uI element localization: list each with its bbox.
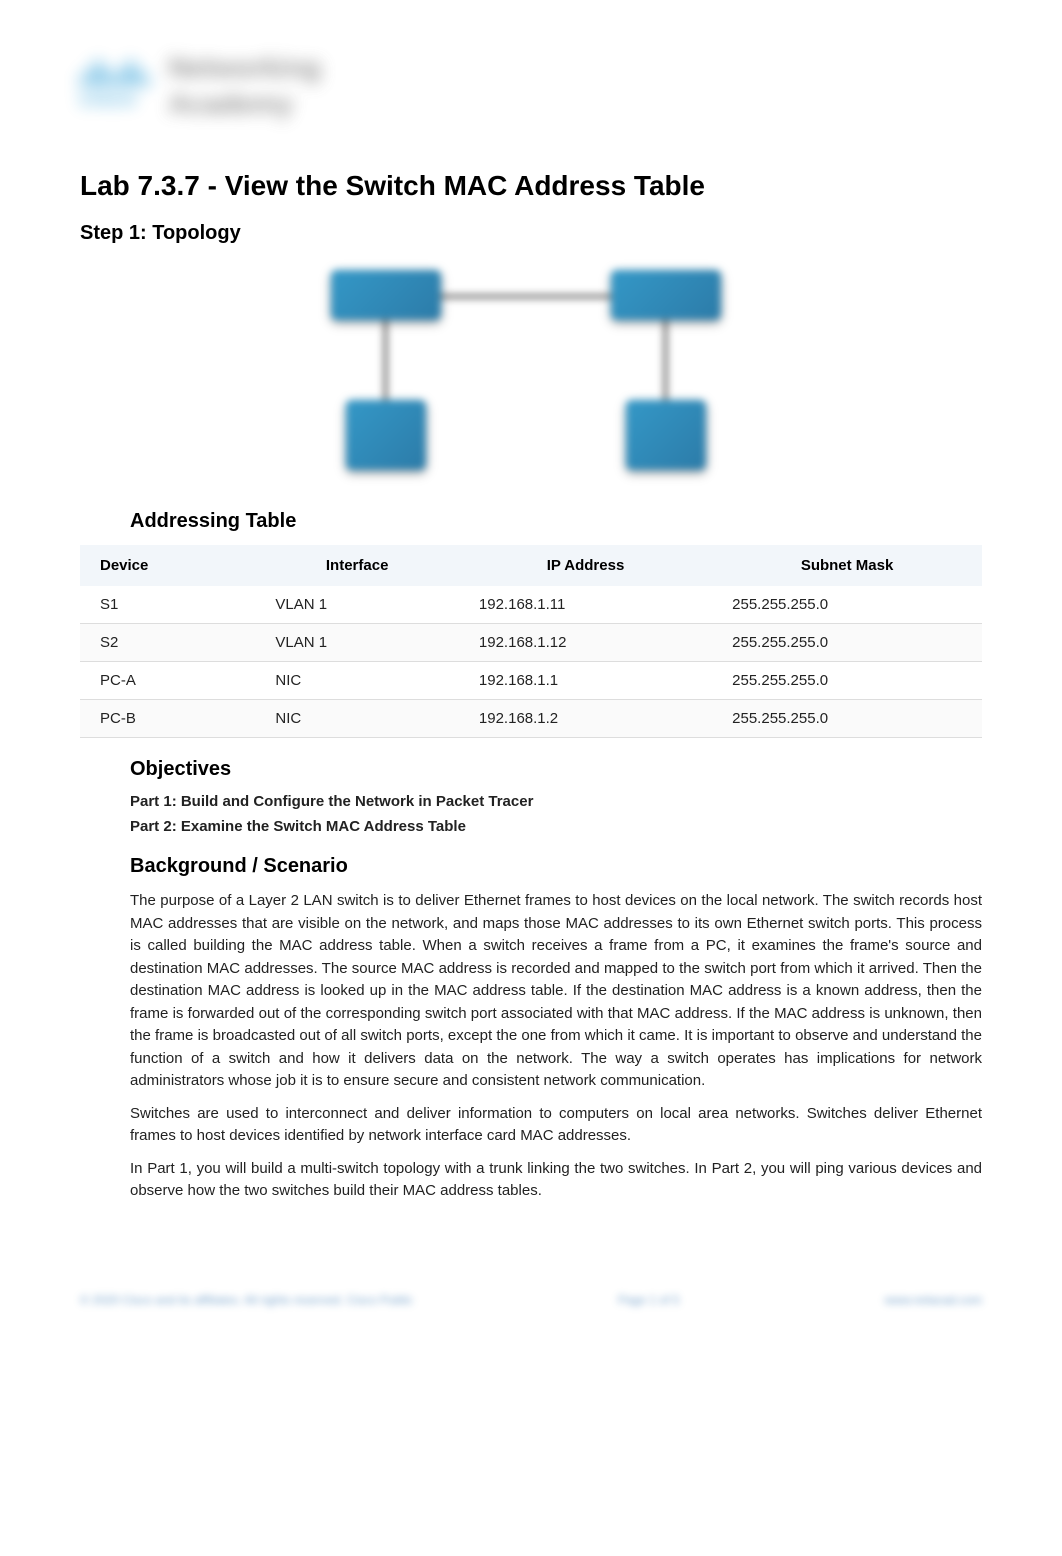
logo-area: cisco Networking Academy <box>80 50 982 140</box>
addressing-table: Device Interface IP Address Subnet Mask … <box>80 545 982 738</box>
logo-line2: Academy <box>168 86 320 122</box>
cell: PC-A <box>80 662 255 700</box>
link-s1-pca <box>384 320 387 400</box>
page-footer: © 2020 Cisco and its affiliates. All rig… <box>0 1293 1062 1307</box>
table-row: PC-A NIC 192.168.1.1 255.255.255.0 <box>80 662 982 700</box>
topology-diagram <box>291 260 771 490</box>
logo-line1: Networking <box>168 50 320 86</box>
col-mask: Subnet Mask <box>712 545 982 586</box>
objectives-heading: Objectives <box>130 758 982 781</box>
table-row: S2 VLAN 1 192.168.1.12 255.255.255.0 <box>80 624 982 662</box>
lab-title: Lab 7.3.7 - View the Switch MAC Address … <box>80 170 982 202</box>
background-para-1: The purpose of a Layer 2 LAN switch is t… <box>130 890 982 1093</box>
cell: 192.168.1.2 <box>459 700 712 738</box>
cell: 192.168.1.1 <box>459 662 712 700</box>
link-s2-pcb <box>664 320 667 400</box>
cell: NIC <box>255 662 459 700</box>
table-header-row: Device Interface IP Address Subnet Mask <box>80 545 982 586</box>
pc-b-icon <box>626 400 706 470</box>
part-2: Part 2: Examine the Switch MAC Address T… <box>130 818 982 835</box>
cell: VLAN 1 <box>255 586 459 624</box>
cisco-brand-text: cisco <box>80 88 149 111</box>
part-1: Part 1: Build and Configure the Network … <box>130 793 982 810</box>
cell: 255.255.255.0 <box>712 662 982 700</box>
cell: 255.255.255.0 <box>712 624 982 662</box>
footer-copyright: © 2020 Cisco and its affiliates. All rig… <box>80 1293 413 1307</box>
col-ip: IP Address <box>459 545 712 586</box>
cell: NIC <box>255 700 459 738</box>
cell: PC-B <box>80 700 255 738</box>
col-interface: Interface <box>255 545 459 586</box>
table-row: PC-B NIC 192.168.1.2 255.255.255.0 <box>80 700 982 738</box>
cell: 255.255.255.0 <box>712 586 982 624</box>
cell: S1 <box>80 586 255 624</box>
switch-s1-icon <box>331 270 441 320</box>
cell: S2 <box>80 624 255 662</box>
cisco-logo: cisco <box>80 60 149 111</box>
addressing-table-heading: Addressing Table <box>130 510 982 533</box>
cell: 192.168.1.12 <box>459 624 712 662</box>
background-para-3: In Part 1, you will build a multi-switch… <box>130 1158 982 1203</box>
trunk-link <box>441 295 611 298</box>
step1-heading: Step 1: Topology <box>80 222 982 245</box>
col-device: Device <box>80 545 255 586</box>
cell: 192.168.1.11 <box>459 586 712 624</box>
pc-a-icon <box>346 400 426 470</box>
background-para-2: Switches are used to interconnect and de… <box>130 1103 982 1148</box>
academy-logo-text: Networking Academy <box>168 50 320 123</box>
cell: VLAN 1 <box>255 624 459 662</box>
footer-url: www.netacad.com <box>885 1293 982 1307</box>
table-row: S1 VLAN 1 192.168.1.11 255.255.255.0 <box>80 586 982 624</box>
cell: 255.255.255.0 <box>712 700 982 738</box>
footer-page-number: Page 1 of 5 <box>618 1293 679 1307</box>
switch-s2-icon <box>611 270 721 320</box>
background-heading: Background / Scenario <box>130 855 982 878</box>
